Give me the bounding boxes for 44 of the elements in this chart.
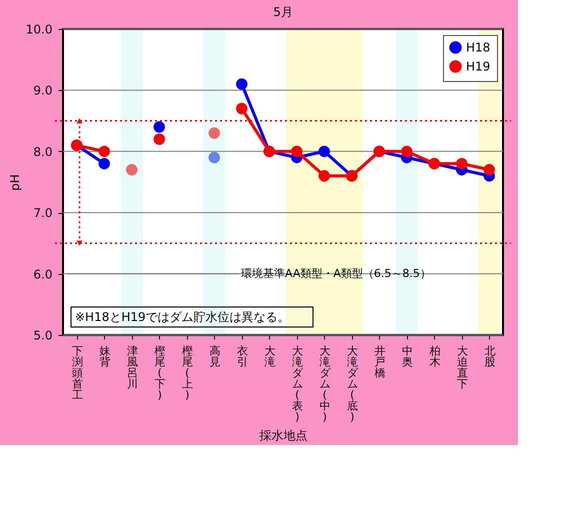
x-axis-title: 採水地点	[260, 428, 308, 442]
x-tick-label: 樫尾(上)	[182, 344, 193, 402]
point	[291, 146, 302, 158]
point	[208, 152, 220, 164]
y-axis-title: pH	[8, 174, 22, 191]
x-tick-label: 大滝	[264, 344, 276, 368]
point	[98, 158, 110, 170]
point	[154, 121, 165, 133]
point	[98, 146, 110, 158]
y-tick-label: 7.0	[33, 206, 52, 220]
x-tick-label: 大滝ダム(底)	[346, 344, 359, 424]
x-tick-label: 大迫直下	[456, 344, 468, 390]
point	[401, 146, 412, 158]
x-tick-label: 下渕頭首工	[72, 344, 83, 402]
legend-label: H19	[466, 60, 490, 74]
chart-title: 5月	[273, 5, 293, 19]
point	[318, 146, 330, 158]
x-tick-label: 衣引	[236, 344, 248, 368]
x-tick-label: 高見	[209, 344, 220, 368]
point	[208, 127, 220, 139]
x-tick-label: 井戸橋	[374, 344, 386, 380]
x-tick-label: 北股	[484, 344, 496, 368]
y-tick-label: 6.0	[33, 267, 52, 282]
point	[236, 102, 248, 114]
point	[236, 78, 248, 90]
x-tick-label: 柏木	[428, 344, 440, 368]
y-tick-label: 5.0	[33, 328, 52, 342]
legend-label: H18	[466, 40, 490, 54]
point	[154, 133, 165, 145]
annotation: 環境基準AA類型・A類型（6.5～8.5）	[241, 266, 431, 280]
point	[126, 164, 138, 176]
x-tick-label: 中奥	[402, 344, 413, 368]
y-tick-label: 9.0	[33, 84, 52, 98]
point	[484, 164, 495, 176]
y-tick-label: 8.0	[33, 144, 52, 159]
annotation: ※H18とH19ではダム貯水位は異なる。	[75, 310, 290, 324]
x-tick-label: 樫尾(下)	[154, 344, 166, 402]
point	[456, 158, 468, 170]
point	[318, 170, 330, 182]
x-tick-label: 妹背	[99, 344, 110, 368]
x-tick-label: 津風呂川	[126, 344, 138, 390]
x-tick-label: 大滝ダム(表)	[292, 344, 304, 424]
y-tick-label: 10.0	[26, 22, 52, 36]
x-tick-label: 大滝ダム(中)	[319, 344, 332, 424]
